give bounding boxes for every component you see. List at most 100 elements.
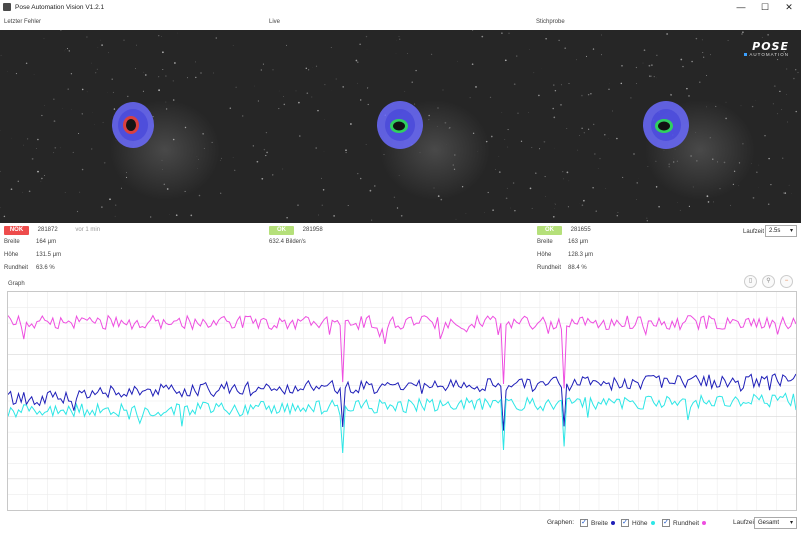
noise-speck [764, 135, 766, 137]
legend-label: Graphen: [547, 519, 575, 526]
noise-speck [648, 64, 651, 67]
height-label: Höhe [537, 252, 552, 258]
noise-speck [605, 188, 607, 189]
checkbox-hoehe[interactable]: ✓ [621, 519, 629, 527]
checkbox-breite[interactable]: ✓ [580, 519, 588, 527]
noise-speck [680, 58, 683, 61]
last-error-age: vor 1 min [75, 227, 101, 233]
noise-speck [585, 55, 588, 57]
noise-speck [96, 68, 98, 70]
noise-speck [784, 192, 787, 194]
noise-speck [396, 207, 399, 209]
camera-image-last-error [110, 100, 220, 200]
noise-speck [393, 196, 396, 198]
minus-icon[interactable]: − [780, 275, 793, 288]
noise-speck [793, 77, 795, 80]
noise-speck [752, 197, 755, 199]
series-line-rundheit [8, 314, 796, 389]
noise-speck [342, 86, 345, 88]
camera-image-live [377, 100, 490, 200]
noise-speck [172, 99, 175, 101]
document-icon[interactable]: ▯ [744, 275, 757, 288]
noise-speck [577, 149, 579, 151]
noise-speck [544, 196, 546, 197]
noise-speck [727, 40, 729, 42]
noise-speck [630, 97, 632, 99]
noise-speck [635, 66, 638, 69]
noise-speck [165, 75, 167, 77]
noise-speck [172, 80, 174, 82]
noise-speck [234, 169, 236, 171]
noise-speck [616, 215, 618, 217]
status-badge-nok: NOK [4, 226, 29, 235]
maximize-button[interactable]: ☐ [760, 1, 770, 12]
noise-speck [490, 135, 493, 138]
noise-speck [562, 170, 564, 173]
noise-speck [198, 194, 201, 197]
section-label-last-error: Letzter Fehler [4, 19, 42, 25]
noise-speck [738, 185, 740, 187]
runtime-select-value: 2.5s [769, 228, 781, 234]
noise-speck [398, 36, 400, 37]
minimize-button[interactable]: — [736, 2, 746, 12]
noise-speck [298, 101, 300, 104]
noise-speck [533, 72, 535, 74]
noise-speck [494, 168, 496, 170]
legend-item-breite[interactable]: ✓ Breite [580, 519, 615, 527]
noise-speck [779, 90, 781, 93]
width-label: Breite [4, 239, 20, 245]
noise-speck [636, 182, 638, 184]
legend-item-rundheit[interactable]: ✓ Rundheit [662, 519, 707, 527]
section-label-live: Live [269, 19, 281, 25]
noise-speck [136, 44, 137, 46]
noise-speck [120, 187, 122, 189]
noise-speck [658, 205, 660, 208]
runtime-select[interactable]: 2.5s ▾ [765, 225, 797, 237]
close-button[interactable]: ✕ [785, 1, 793, 12]
noise-speck [283, 96, 285, 97]
noise-speck [295, 90, 297, 92]
noise-speck [242, 115, 244, 117]
noise-speck [682, 65, 684, 68]
noise-speck [568, 83, 570, 85]
noise-speck [112, 91, 114, 93]
noise-speck [650, 75, 652, 78]
noise-speck [266, 151, 268, 154]
noise-speck [795, 69, 797, 71]
noise-speck [764, 40, 766, 42]
rundheit-color-dot [702, 521, 707, 525]
user-icon[interactable]: ⚲ [762, 275, 775, 288]
noise-speck [81, 168, 84, 171]
noise-speck [324, 84, 326, 86]
noise-speck [28, 190, 31, 193]
noise-speck [81, 113, 84, 115]
legend-item-hoehe[interactable]: ✓ Höhe [621, 519, 655, 527]
noise-speck [604, 134, 606, 136]
noise-speck [552, 215, 555, 218]
noise-speck [498, 171, 501, 173]
noise-speck [72, 151, 74, 153]
noise-speck [260, 69, 262, 71]
noise-speck [158, 76, 160, 78]
noise-speck [33, 74, 35, 76]
noise-speck [773, 85, 776, 87]
noise-speck [257, 100, 259, 102]
noise-speck [359, 99, 362, 101]
noise-speck [212, 72, 214, 74]
noise-speck [560, 104, 562, 106]
noise-speck [395, 53, 397, 54]
status-badge-ok: OK [269, 226, 294, 235]
noise-speck [297, 204, 299, 206]
noise-speck [655, 186, 658, 188]
noise-speck [706, 74, 708, 76]
graph-runtime-select[interactable]: Gesamt ▾ [754, 517, 797, 529]
series-line-höhe [8, 392, 796, 454]
checkbox-rundheit[interactable]: ✓ [662, 519, 670, 527]
noise-speck [43, 175, 45, 177]
noise-speck [601, 54, 603, 56]
noise-speck [81, 88, 84, 91]
noise-speck [566, 171, 569, 174]
noise-speck [101, 44, 103, 46]
noise-speck [554, 90, 557, 92]
noise-speck [135, 68, 136, 69]
